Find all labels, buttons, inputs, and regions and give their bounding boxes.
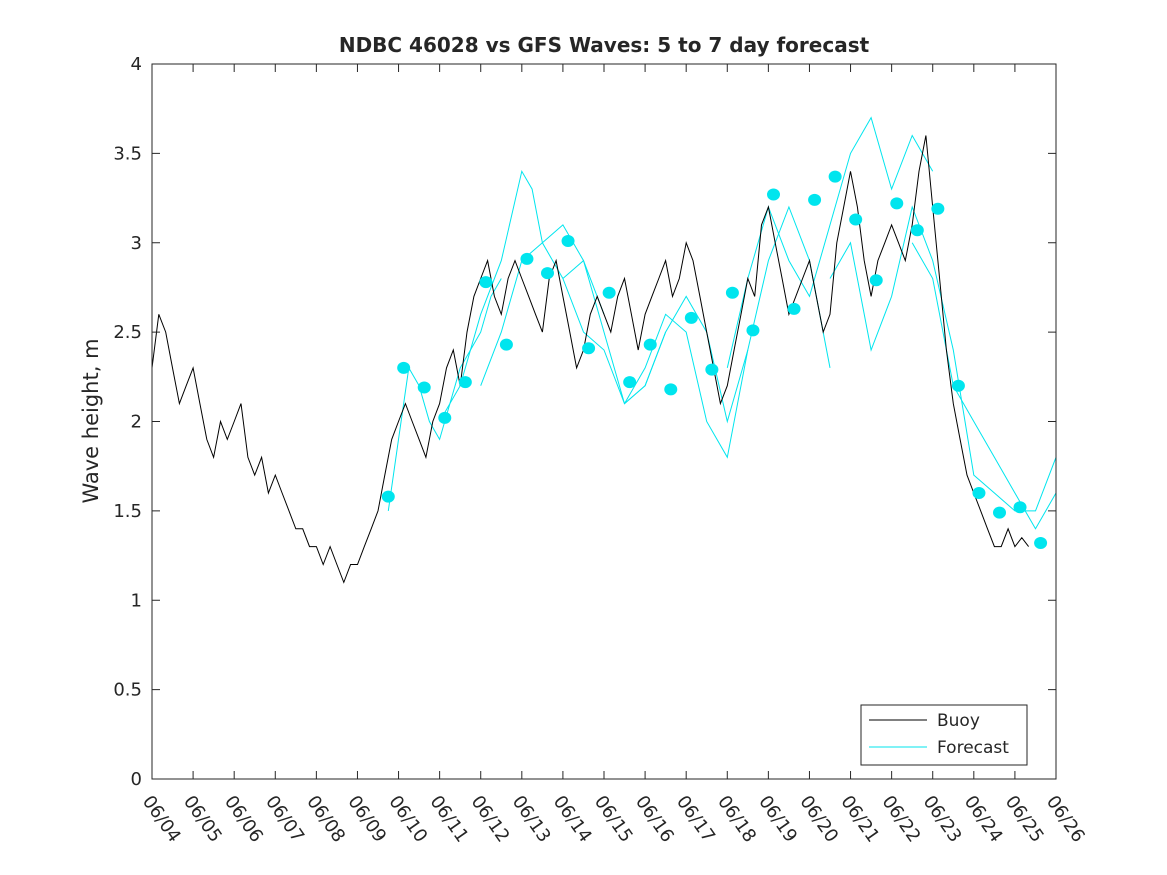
y-tick-label: 3 — [131, 233, 142, 254]
forecast-marker — [725, 286, 739, 299]
forecast-marker — [808, 193, 822, 206]
forecast-marker — [767, 188, 780, 201]
plot-lines — [151, 116, 1057, 584]
x-tick-label: 06/22 — [878, 792, 925, 847]
forecast-marker — [582, 342, 596, 355]
x-tick-label: 06/08 — [302, 792, 349, 847]
forecast-marker — [869, 274, 883, 287]
forecast-run-line — [624, 205, 831, 459]
y-tick-label: 0.5 — [113, 680, 142, 701]
legend-box — [860, 704, 1028, 766]
x-tick-label: 06/21 — [836, 792, 883, 847]
forecast-marker — [787, 302, 801, 315]
forecast-marker — [1034, 537, 1048, 550]
legend: Buoy Forecast — [860, 704, 1028, 766]
forecast-marker — [623, 376, 637, 389]
forecast-marker — [499, 338, 513, 351]
forecast-marker — [1013, 501, 1027, 514]
forecast-marker — [890, 197, 904, 210]
legend-forecast-label: Forecast — [937, 738, 1009, 758]
forecast-marker — [479, 276, 493, 289]
forecast-run-line — [387, 278, 502, 511]
x-tick-label: 06/06 — [220, 792, 267, 847]
x-tick-label: 06/10 — [384, 792, 431, 847]
y-tick-label: 2 — [131, 412, 142, 433]
x-tick-label: 06/24 — [960, 792, 1007, 847]
forecast-marker — [849, 213, 863, 226]
forecast-run-line — [726, 116, 934, 369]
x-tick-label: 06/19 — [754, 792, 801, 847]
forecast-marker — [746, 324, 760, 337]
x-tick-label: 06/11 — [426, 792, 473, 847]
forecast-marker — [910, 224, 924, 237]
forecast-markers — [381, 170, 1048, 550]
forecast-marker — [643, 338, 657, 351]
forecast-marker — [520, 252, 534, 265]
forecast-marker — [381, 490, 395, 503]
x-tick-label: 06/09 — [343, 792, 390, 847]
y-tick-label: 1.5 — [113, 501, 142, 522]
x-tick-label: 06/26 — [1042, 792, 1089, 847]
buoy-line — [151, 135, 1029, 584]
y-tick-label: 0 — [131, 769, 142, 790]
x-tick-label: 06/20 — [795, 792, 842, 847]
x-tick-label: 06/15 — [590, 792, 637, 847]
forecast-marker — [828, 170, 842, 183]
x-tick-label: 06/16 — [631, 792, 678, 847]
forecast-marker — [602, 286, 616, 299]
legend-buoy-label: Buoy — [937, 711, 980, 731]
forecast-run-line — [480, 224, 667, 405]
forecast-marker — [684, 311, 698, 324]
x-tick-label: 06/23 — [919, 792, 966, 847]
forecast-run-line — [829, 205, 1057, 512]
forecast-run-line — [562, 278, 749, 424]
forecast-marker — [931, 202, 945, 215]
forecast-marker — [993, 506, 1006, 519]
forecast-marker — [417, 381, 431, 394]
forecast-marker — [438, 411, 452, 424]
x-tick-label: 06/18 — [713, 792, 760, 847]
x-tick-label: 06/12 — [467, 792, 514, 847]
forecast-run-line — [439, 169, 605, 422]
y-tick-label: 4 — [131, 54, 142, 75]
y-axis-label: Wave height, m — [79, 338, 103, 503]
forecast-marker — [664, 383, 678, 396]
forecast-marker — [458, 376, 472, 389]
x-tick-label: 06/14 — [549, 792, 596, 847]
forecast-marker — [972, 487, 986, 499]
x-tick-label: 06/05 — [179, 792, 226, 847]
x-tick-label: 06/25 — [1001, 792, 1048, 847]
chart-title: NDBC 46028 vs GFS Waves: 5 to 7 day fore… — [339, 33, 870, 57]
x-tick-label: 06/04 — [138, 792, 185, 847]
y-tick-label: 2.5 — [113, 322, 142, 343]
forecast-marker — [397, 361, 411, 374]
forecast-marker — [705, 363, 719, 376]
x-tick-label: 06/13 — [508, 792, 555, 847]
forecast-run-line — [911, 242, 1057, 530]
x-tick-label: 06/07 — [261, 792, 308, 847]
forecast-marker — [951, 379, 965, 392]
y-tick-label: 1 — [131, 590, 142, 611]
plot-frame — [151, 63, 1057, 780]
forecast-marker — [561, 234, 575, 247]
y-tick-label: 3.5 — [113, 143, 142, 164]
x-tick-label: 06/17 — [672, 792, 719, 847]
forecast-marker — [541, 267, 554, 280]
